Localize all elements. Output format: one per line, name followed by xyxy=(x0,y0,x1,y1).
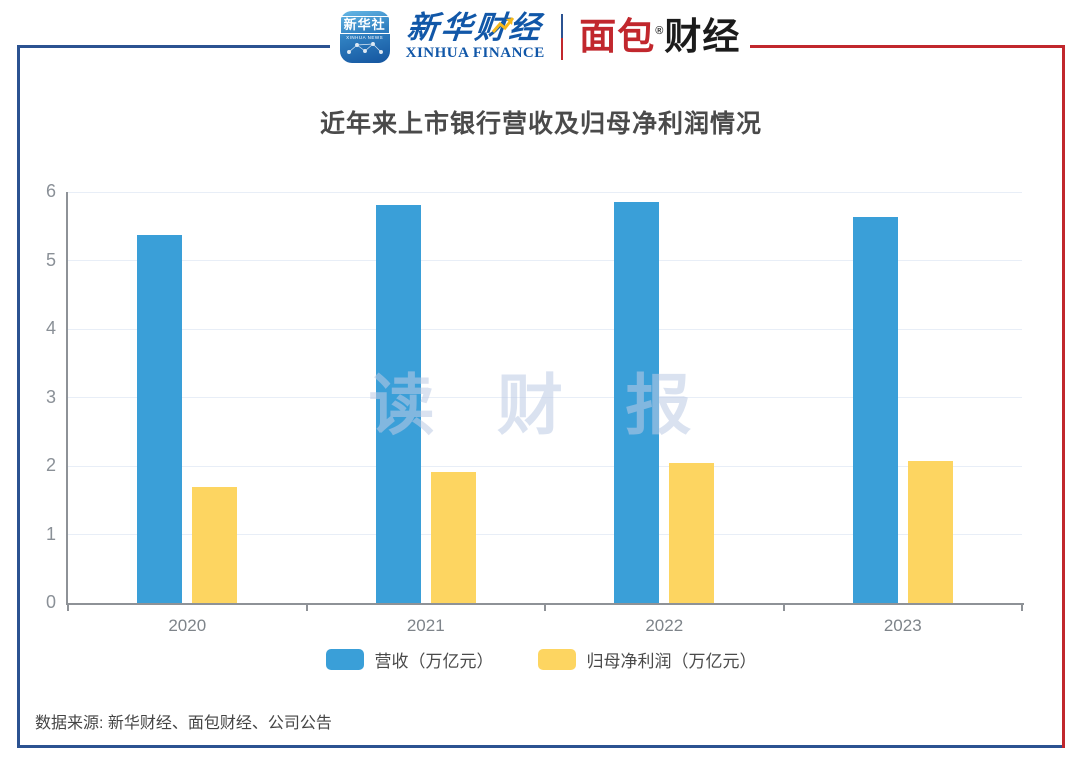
bar-2023-series-0 xyxy=(852,216,898,603)
xinhua-finance-logo: 新华财经 XINHUA FINANCE xyxy=(405,10,546,62)
frame-border-bottom xyxy=(17,745,1065,748)
frame-border-top-right xyxy=(750,45,1065,48)
legend-label-revenue: 营收（万亿元） xyxy=(374,652,494,671)
plot-area: 0 1 2 3 4 5 6 2020 2021 2022 2023 xyxy=(46,181,1024,635)
x-axis-tick xyxy=(1021,605,1023,611)
xinhua-news-app-icon: 新华社 XINHUA NEWS xyxy=(339,11,390,63)
legend-item-net-profit: 归母净利润（万亿元） xyxy=(537,647,757,672)
constellation-graphic xyxy=(346,42,383,54)
mianbao-finance-cn-red: 面包 xyxy=(579,16,656,57)
bar-2021-series-0 xyxy=(375,205,421,603)
gridline-y-5 xyxy=(68,260,1022,261)
x-axis-tick xyxy=(305,605,308,611)
y-axis-tick-label-2: 2 xyxy=(45,455,56,475)
y-axis-tick-label-3: 3 xyxy=(45,386,56,407)
header-logos: 新华社 XINHUA NEWS 新华财经 XINHUA FINANCE xyxy=(0,6,1080,68)
y-axis-tick-label-1: 1 xyxy=(45,523,56,544)
gridline-y-4 xyxy=(68,328,1022,330)
legend-label-net-profit: 归母净利润（万亿元） xyxy=(586,652,757,671)
x-axis-label-2021: 2021 xyxy=(406,616,445,635)
logo-divider xyxy=(560,14,564,60)
frame-border-right xyxy=(1062,45,1065,748)
x-axis-label-2023: 2023 xyxy=(883,616,922,635)
gridline-y-2 xyxy=(68,465,1022,467)
bar-2022-series-0 xyxy=(614,202,660,603)
x-axis-label-2022: 2022 xyxy=(645,616,684,635)
chart-card: 近年来上市银行营收及归母净利润情况 0 1 2 3 4 5 6 2020 2021 2022 202… xyxy=(17,46,1065,748)
mianbao-finance-cn-dark: 财经 xyxy=(664,16,741,57)
registered-mark: ® xyxy=(655,25,665,37)
legend-swatch-revenue xyxy=(325,649,364,670)
chart-title: 近年来上市银行营收及归母净利润情况 xyxy=(319,110,762,138)
gridline-y-6 xyxy=(68,191,1022,193)
bar-2023-series-1 xyxy=(907,460,953,603)
bar-2020-series-1 xyxy=(192,487,238,603)
x-axis-tick xyxy=(67,605,69,611)
xinhua-finance-en: XINHUA FINANCE xyxy=(405,45,545,61)
bar-2022-series-1 xyxy=(669,462,715,603)
chart-legend: 营收（万亿元） 归母净利润（万亿元） xyxy=(17,647,1065,672)
y-axis-tick-label-4: 4 xyxy=(45,318,56,338)
y-axis-tick-label-6: 6 xyxy=(45,181,56,201)
x-axis-line xyxy=(66,603,1024,605)
y-axis-tick-label-5: 5 xyxy=(45,249,56,270)
y-axis-tick-label-0: 0 xyxy=(45,592,56,612)
x-axis-tick xyxy=(782,605,785,611)
y-axis-line xyxy=(66,192,68,605)
frame-border-top-left xyxy=(17,45,330,48)
gridline-y-3 xyxy=(68,397,1022,398)
legend-swatch-net-profit xyxy=(537,649,576,670)
x-axis-label-2020: 2020 xyxy=(168,616,207,635)
xinhua-news-app-title: 新华社 xyxy=(339,16,390,34)
legend-item-revenue: 营收（万亿元） xyxy=(325,647,494,672)
bar-2020-series-0 xyxy=(137,235,183,603)
gridline-y-1 xyxy=(68,534,1022,535)
mianbao-finance-logo: 面包®财经 xyxy=(579,17,740,57)
data-source-note: 数据来源: 新华财经、面包财经、公司公告 xyxy=(35,715,332,732)
xinhua-finance-cn: 新华财经 xyxy=(405,10,546,45)
frame-border-left xyxy=(17,45,20,748)
bar-2021-series-1 xyxy=(430,472,476,603)
x-axis-tick xyxy=(544,605,546,611)
trend-arrow-icon xyxy=(491,17,514,33)
xinhua-news-app-subtitle: XINHUA NEWS xyxy=(346,35,384,40)
